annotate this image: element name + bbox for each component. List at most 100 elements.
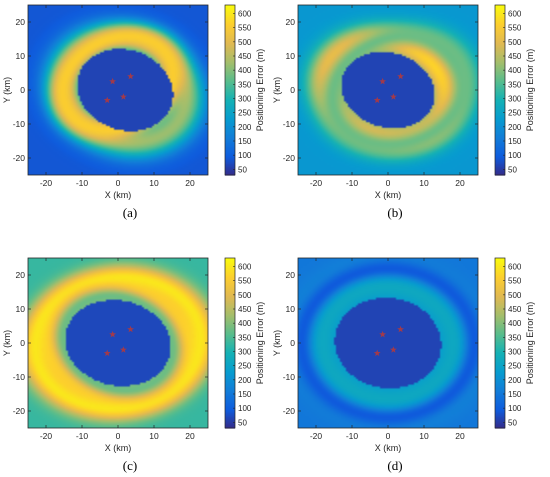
colorbar-segment	[225, 362, 235, 365]
colorbar-segment	[225, 318, 235, 321]
colorbar-segment	[225, 31, 235, 34]
colorbar-tick-label: 450	[238, 52, 252, 61]
colorbar-segment	[495, 422, 505, 425]
x-tick-label: -10	[76, 431, 89, 441]
colorbar-segment	[495, 265, 505, 268]
colorbar-segment	[225, 276, 235, 279]
colorbar-segment	[495, 398, 505, 401]
colorbar-segment	[495, 420, 505, 423]
y-tick-label: -20	[13, 153, 26, 163]
x-axis-label: X (km)	[375, 443, 402, 453]
colorbar-segment	[225, 20, 235, 23]
colorbar-segment	[225, 111, 235, 114]
colorbar-segment	[225, 24, 235, 27]
colorbar-segment	[225, 270, 235, 273]
colorbar-segment	[495, 307, 505, 310]
colorbar-segment	[225, 365, 235, 368]
colorbar-segment	[495, 333, 505, 336]
colorbar-segment	[225, 405, 235, 408]
colorbar-segment	[225, 91, 235, 94]
x-tick-label: 10	[149, 431, 159, 441]
colorbar-segment	[225, 326, 235, 329]
heatmap-field	[298, 258, 478, 428]
y-tick-label: 10	[16, 51, 26, 61]
colorbar-segment	[225, 39, 235, 42]
colorbar-tick-label: 200	[238, 376, 252, 385]
colorbar-segment	[495, 67, 505, 70]
x-tick-label: 20	[455, 178, 465, 188]
colorbar-segment	[495, 260, 505, 263]
colorbar-segment	[225, 364, 235, 367]
x-tick-label: 0	[386, 178, 391, 188]
colorbar-segment	[495, 12, 505, 15]
colorbar-segment	[495, 74, 505, 77]
x-tick-label: -20	[40, 178, 53, 188]
colorbar-segment	[495, 354, 505, 357]
colorbar-segment	[495, 301, 505, 304]
colorbar-segment	[225, 351, 235, 354]
colorbar-segment	[225, 265, 235, 268]
colorbar-segment	[495, 418, 505, 421]
colorbar-segment	[225, 98, 235, 101]
colorbar-segment	[225, 406, 235, 409]
colorbar-segment	[225, 300, 235, 303]
colorbar-segment	[495, 396, 505, 399]
colorbar-segment	[495, 416, 505, 419]
colorbar-segment	[495, 258, 505, 261]
colorbar-segment	[495, 65, 505, 68]
colorbar-tick-label: 350	[238, 333, 252, 342]
colorbar-segment	[225, 258, 235, 261]
colorbar-segment	[495, 300, 505, 303]
colorbar-segment	[495, 118, 505, 121]
colorbar-segment	[225, 263, 235, 266]
colorbar-segment	[495, 399, 505, 402]
station-marker	[397, 325, 404, 333]
colorbar-segment	[495, 90, 505, 93]
colorbar-segment	[495, 119, 505, 122]
colorbar-segment	[225, 260, 235, 263]
colorbar-segment	[225, 152, 235, 155]
colorbar-segment	[225, 408, 235, 411]
colorbar-segment	[495, 125, 505, 128]
colorbar-segment	[495, 385, 505, 388]
colorbar-segment	[495, 331, 505, 334]
heatmap-chart: -20 -10 0 10 20 -20 -10 0 10 20 X (km) Y (km) 50 100 1…	[2, 257, 265, 453]
colorbar-frame	[494, 4, 506, 176]
colorbar-tick-label: 150	[508, 137, 522, 146]
colorbar-segment	[225, 306, 235, 309]
colorbar-tick-label: 350	[508, 80, 522, 89]
colorbar-segment	[225, 75, 235, 78]
colorbar-segment	[495, 27, 505, 30]
colorbar-segment	[495, 58, 505, 61]
colorbar-segment	[225, 282, 235, 285]
colorbar-segment	[225, 369, 235, 372]
colorbar-tick-label: 550	[238, 24, 252, 33]
colorbar-tick-label: 450	[508, 305, 522, 314]
station-marker	[127, 72, 134, 80]
colorbar-segment	[495, 290, 505, 293]
colorbar-label: Positioning Error (m)	[255, 49, 265, 132]
colorbar-segment	[225, 53, 235, 56]
colorbar-segment	[225, 375, 235, 378]
colorbar-segment	[225, 277, 235, 280]
colorbar-segment	[495, 317, 505, 320]
colorbar-segment	[495, 297, 505, 300]
colorbar-segment	[495, 309, 505, 312]
colorbar-segment	[495, 335, 505, 338]
colorbar-segment	[495, 296, 505, 299]
colorbar-segment	[225, 105, 235, 108]
colorbar-segment	[225, 259, 235, 262]
colorbar-tick-label: 100	[508, 404, 522, 413]
colorbar-segment	[225, 87, 235, 90]
colorbar-segment	[225, 43, 235, 46]
colorbar-segment	[225, 63, 235, 66]
colorbar-segment	[495, 375, 505, 378]
colorbar-segment	[225, 88, 235, 91]
colorbar-tick-label: 500	[508, 38, 522, 47]
colorbar-segment	[495, 75, 505, 78]
colorbar-segment	[495, 391, 505, 394]
colorbar-segment	[225, 385, 235, 388]
colorbar-segment	[495, 392, 505, 395]
colorbar-segment	[225, 145, 235, 148]
colorbar-segment	[495, 71, 505, 74]
